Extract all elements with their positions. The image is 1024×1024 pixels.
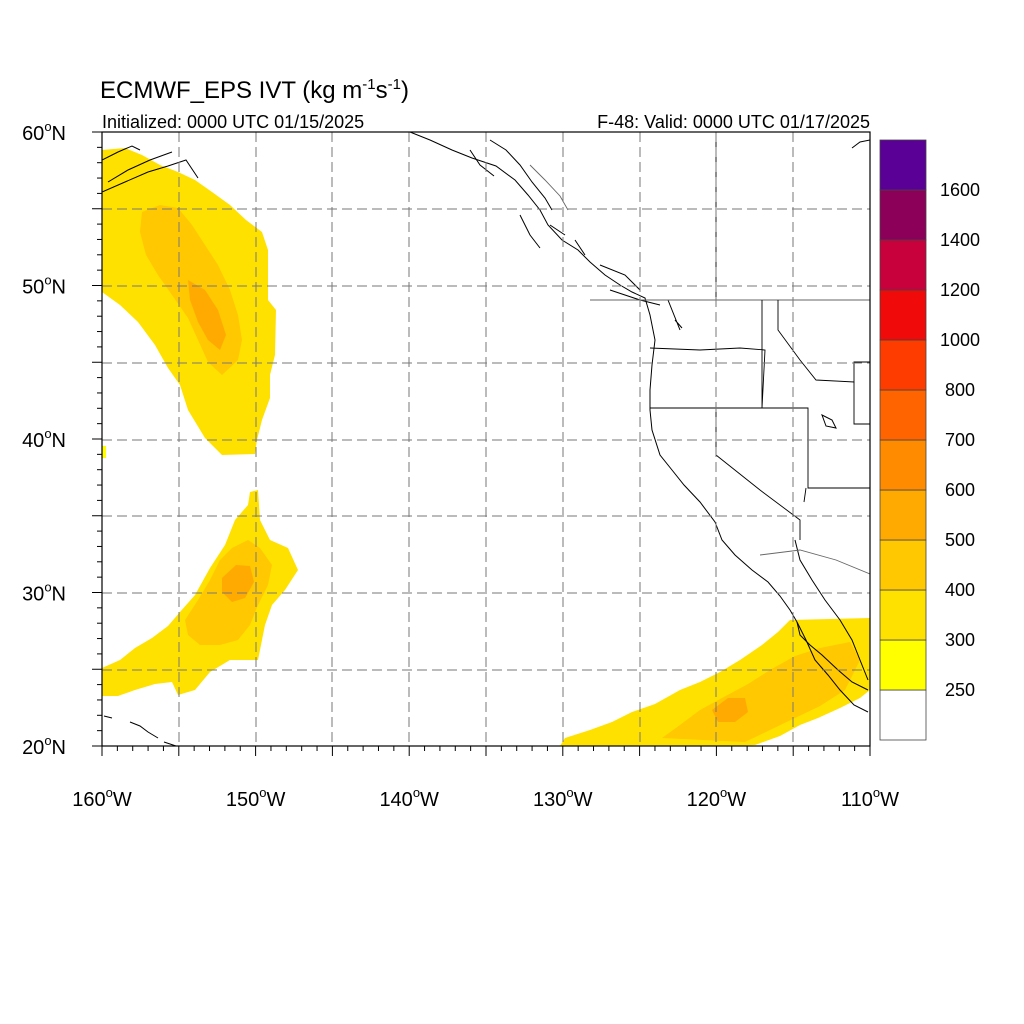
graticule <box>102 132 870 746</box>
colorbar-label: 1000 <box>940 330 980 350</box>
colorbar-label: 1400 <box>940 230 980 250</box>
colorbar-label: 800 <box>945 380 975 400</box>
colorbar-label: 250 <box>945 680 975 700</box>
ivt-plume-north <box>102 148 276 455</box>
colorbar-label: 300 <box>945 630 975 650</box>
colorbar-swatch <box>879 539 927 591</box>
ivt-speck <box>102 446 106 458</box>
colorbar: 1600 1400 1200 1000 800 700 600 500 400 300 250 <box>879 139 980 741</box>
colorbar-label: 700 <box>945 430 975 450</box>
colorbar-label: 600 <box>945 480 975 500</box>
lat-tick-label: 60oN <box>22 119 66 145</box>
colorbar-label: 400 <box>945 580 975 600</box>
colorbar-swatch <box>879 639 927 691</box>
map-title: ECMWF_EPS IVT (kg m-1s-1) <box>100 76 409 104</box>
lat-tick-label: 20oN <box>22 733 66 759</box>
colorbar-swatch <box>879 389 927 441</box>
colorbar-label: 500 <box>945 530 975 550</box>
lon-tick-label: 110oW <box>841 785 899 811</box>
lat-tick-label: 30oN <box>22 580 66 606</box>
valid-time-subtitle: F-48: Valid: 0000 UTC 01/17/2025 <box>597 112 870 132</box>
colorbar-swatch <box>879 439 927 491</box>
plot-area <box>102 132 870 746</box>
colorbar-swatch <box>879 689 927 741</box>
colorbar-swatch <box>879 289 927 341</box>
lat-tick-label: 50oN <box>22 273 66 299</box>
lon-tick-label: 160oW <box>72 785 132 811</box>
colorbar-swatch <box>879 339 927 391</box>
init-time-subtitle: Initialized: 0000 UTC 01/15/2025 <box>102 112 364 132</box>
colorbar-swatch <box>879 189 927 241</box>
lon-tick-label: 150oW <box>226 785 286 811</box>
colorbar-label: 1600 <box>940 180 980 200</box>
latitude-labels: 60oN 50oN 40oN 30oN 20oN <box>22 119 66 759</box>
tick-marks <box>92 131 871 756</box>
colorbar-swatch <box>879 239 927 291</box>
colorbar-swatch <box>879 139 927 191</box>
lon-tick-label: 130oW <box>533 785 593 811</box>
colorbar-label: 1200 <box>940 280 980 300</box>
lat-tick-label: 40oN <box>22 426 66 452</box>
lon-tick-label: 140oW <box>379 785 439 811</box>
colorbar-swatch <box>879 489 927 541</box>
colorbar-swatch <box>879 589 927 641</box>
longitude-labels: 160oW 150oW 140oW 130oW 120oW 110oW <box>72 785 899 811</box>
lon-tick-label: 120oW <box>687 785 747 811</box>
